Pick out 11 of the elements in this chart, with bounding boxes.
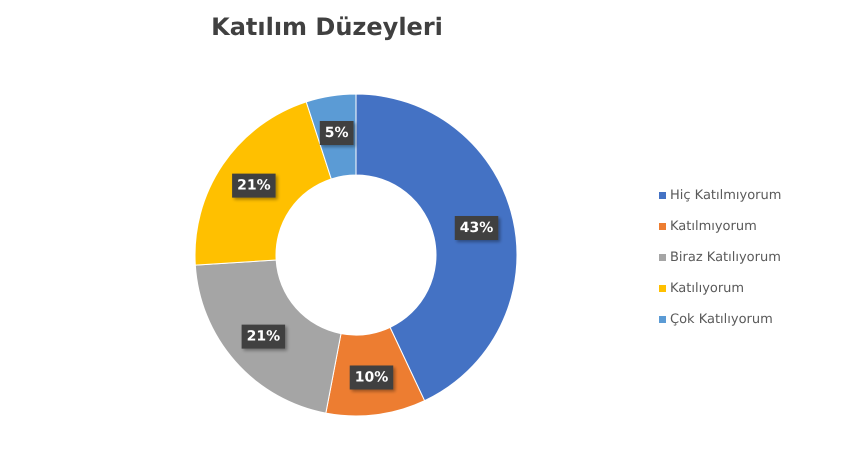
legend-label: Katılıyorum xyxy=(670,281,744,296)
data-label: 21% xyxy=(246,328,280,345)
legend-label: Biraz Katılıyorum xyxy=(670,250,781,265)
data-label: 10% xyxy=(354,370,388,386)
chart-title: Katılım Düzeyleri xyxy=(211,13,443,41)
data-label: 21% xyxy=(237,178,271,194)
data-label: 5% xyxy=(324,125,349,142)
legend-label: Katılmıyorum xyxy=(670,219,757,234)
legend-label: Çok Katılıyorum xyxy=(670,312,773,327)
data-label: 43% xyxy=(460,220,494,236)
legend-label: Hiç Katılmıyorum xyxy=(670,188,782,203)
